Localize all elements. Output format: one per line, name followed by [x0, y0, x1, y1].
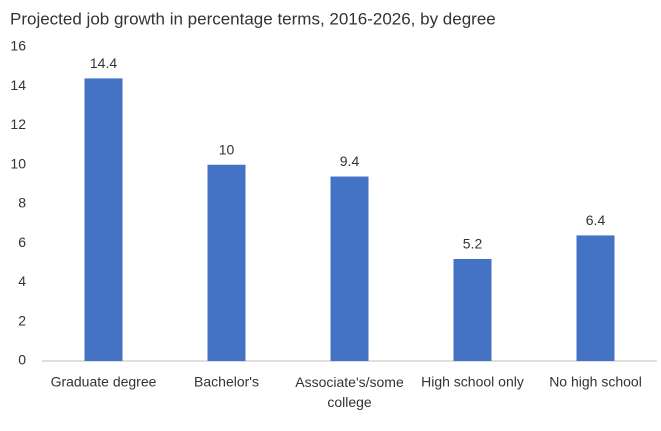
- y-tick-label: 2: [18, 312, 26, 328]
- y-tick-label: 16: [10, 38, 26, 54]
- y-tick-label: 0: [18, 352, 26, 368]
- value-label: 10: [219, 141, 235, 157]
- y-tick-label: 4: [18, 273, 26, 289]
- bar: [207, 164, 246, 361]
- x-tick-label: Graduate degree: [51, 374, 157, 390]
- value-label: 6.4: [586, 212, 606, 228]
- x-tick-label: No high school: [549, 374, 642, 390]
- y-tick-label: 10: [10, 155, 26, 171]
- y-tick-label: 6: [18, 234, 26, 250]
- bar: [330, 176, 369, 361]
- x-tick-label: Associate's/some college: [295, 374, 404, 410]
- bar: [576, 235, 615, 361]
- value-label: 14.4: [90, 55, 117, 71]
- chart-title: Projected job growth in percentage terms…: [10, 9, 496, 28]
- x-tick-label: High school only: [421, 374, 524, 390]
- y-tick-label: 12: [10, 116, 26, 132]
- bar: [453, 258, 492, 361]
- y-tick-label: 8: [18, 195, 26, 211]
- value-label: 5.2: [463, 236, 483, 252]
- x-tick-label: Bachelor's: [194, 374, 259, 390]
- bar: [84, 78, 123, 362]
- y-tick-label: 14: [10, 77, 26, 93]
- value-label: 9.4: [340, 153, 360, 169]
